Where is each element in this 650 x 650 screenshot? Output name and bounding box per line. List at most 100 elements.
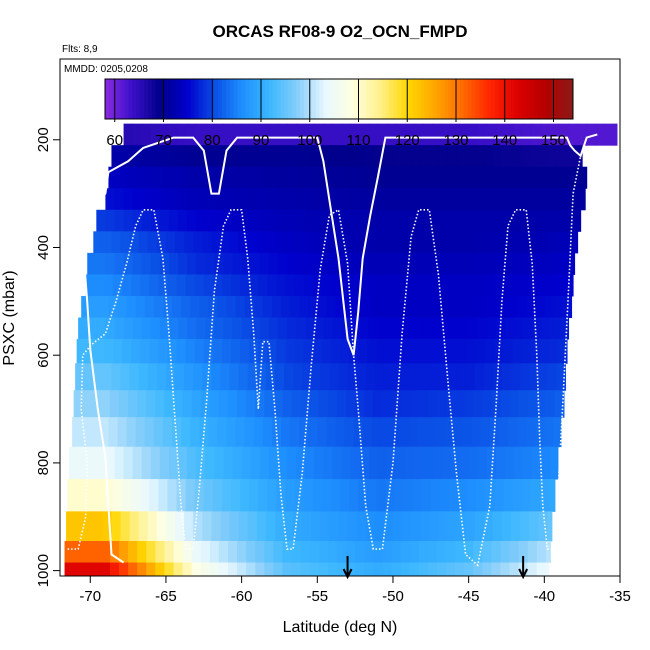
heatmap-cell [486, 252, 497, 275]
heatmap-cell [274, 145, 285, 168]
heatmap-cell [526, 295, 536, 318]
heatmap-cell [308, 166, 318, 189]
heatmap-cell [285, 339, 296, 364]
colorbar-swatch [420, 79, 426, 119]
heatmap-cell [273, 540, 283, 564]
heatmap-cell [214, 252, 224, 275]
heatmap-cell [185, 339, 196, 364]
heatmap-cell [247, 231, 258, 254]
heatmap-cell [371, 166, 382, 189]
heatmap-cell [512, 274, 523, 297]
heatmap-cell [314, 209, 324, 232]
heatmap-cell [458, 339, 468, 364]
colorbar-swatch [327, 79, 332, 119]
heatmap-cell [417, 417, 427, 448]
heatmap-cell [523, 123, 533, 146]
heatmap-cell [567, 274, 574, 297]
heatmap-cell [380, 166, 391, 189]
heatmap-cell [259, 317, 270, 340]
heatmap-cell [477, 446, 488, 480]
heatmap-cell [246, 562, 256, 576]
heatmap-cell [465, 145, 476, 168]
heatmap-cell [473, 390, 483, 418]
heatmap-cell [241, 209, 252, 232]
heatmap-cell [277, 209, 288, 232]
heatmap-cell [427, 562, 438, 576]
heatmap-cell [423, 252, 433, 275]
heatmap-cell [175, 511, 185, 542]
heatmap-cell [150, 446, 161, 480]
heatmap-cell [155, 390, 165, 418]
heatmap-cell [175, 145, 185, 168]
heatmap-cell [221, 479, 232, 512]
heatmap-cell [231, 339, 241, 364]
heatmap-cell [131, 339, 141, 364]
heatmap-cell [232, 123, 243, 146]
colorbar-swatch [147, 79, 153, 119]
x-tick-label: -55 [306, 588, 328, 605]
heatmap-cell [383, 511, 394, 542]
heatmap-cell [223, 317, 234, 340]
heatmap-cell [126, 295, 137, 318]
heatmap-cell [164, 562, 175, 576]
heatmap-cell [296, 209, 306, 232]
heatmap-cell [187, 188, 197, 211]
heatmap-cell [527, 562, 538, 576]
heatmap-cell [548, 479, 556, 512]
heatmap-cell [458, 479, 468, 512]
colorbar-swatch [487, 79, 492, 119]
heatmap-cell [96, 209, 106, 232]
colorbar-swatch [276, 79, 281, 119]
heatmap-cell [367, 339, 377, 364]
colorbar: 60 70 80 90 100 110 120 130 140 150 [104, 78, 574, 149]
heatmap-cell [193, 145, 203, 168]
heatmap-cell [168, 123, 179, 146]
heatmap-cell [456, 231, 467, 254]
heatmap-cell [178, 188, 188, 211]
heatmap-cell [217, 295, 227, 318]
heatmap-cell [182, 562, 193, 576]
heatmap-cell [253, 417, 264, 448]
heatmap-cell [158, 274, 168, 297]
colorbar-tick-label: 130 [443, 132, 468, 149]
heatmap-cell [486, 317, 497, 340]
heatmap-cell [355, 562, 365, 576]
heatmap-cell [235, 166, 246, 189]
heatmap-cell [459, 446, 470, 480]
heatmap-cell [247, 363, 258, 391]
heatmap-cell [271, 417, 282, 448]
heatmap-cell [294, 274, 305, 297]
heatmap-cell [287, 209, 297, 232]
heatmap-cell [72, 417, 82, 448]
heatmap-cell [332, 252, 343, 275]
heatmap-cell [456, 363, 467, 391]
heatmap-cell [90, 417, 100, 448]
heatmap-cell [483, 145, 494, 168]
heatmap-cell [445, 562, 456, 576]
colorbar-swatch [378, 79, 383, 119]
heatmap-cell [356, 511, 367, 542]
heatmap-cell [464, 390, 474, 418]
heatmap-cell [135, 166, 146, 189]
heatmap-cell [173, 390, 184, 418]
heatmap-cell [504, 252, 515, 275]
heatmap-cell [100, 562, 111, 576]
heatmap-cell [246, 390, 256, 418]
heatmap-cell [521, 479, 532, 512]
heatmap-cell [67, 479, 78, 512]
heatmap-cell [367, 274, 377, 297]
flight-track-dotted [67, 155, 582, 567]
heatmap-cell [403, 274, 414, 297]
heatmap-cell [511, 145, 521, 168]
heatmap-cell [302, 511, 312, 542]
colorbar-swatch [459, 79, 465, 119]
heatmap-cell [494, 274, 504, 297]
colorbar-swatch [428, 79, 433, 119]
colorbar-swatch [424, 79, 430, 119]
heatmap-cell [81, 417, 91, 448]
heatmap-cell [159, 209, 170, 232]
heatmap-cell [250, 188, 261, 211]
heatmap-cell [274, 363, 285, 391]
heatmap-cell [208, 166, 218, 189]
heatmap-cell [256, 145, 267, 168]
